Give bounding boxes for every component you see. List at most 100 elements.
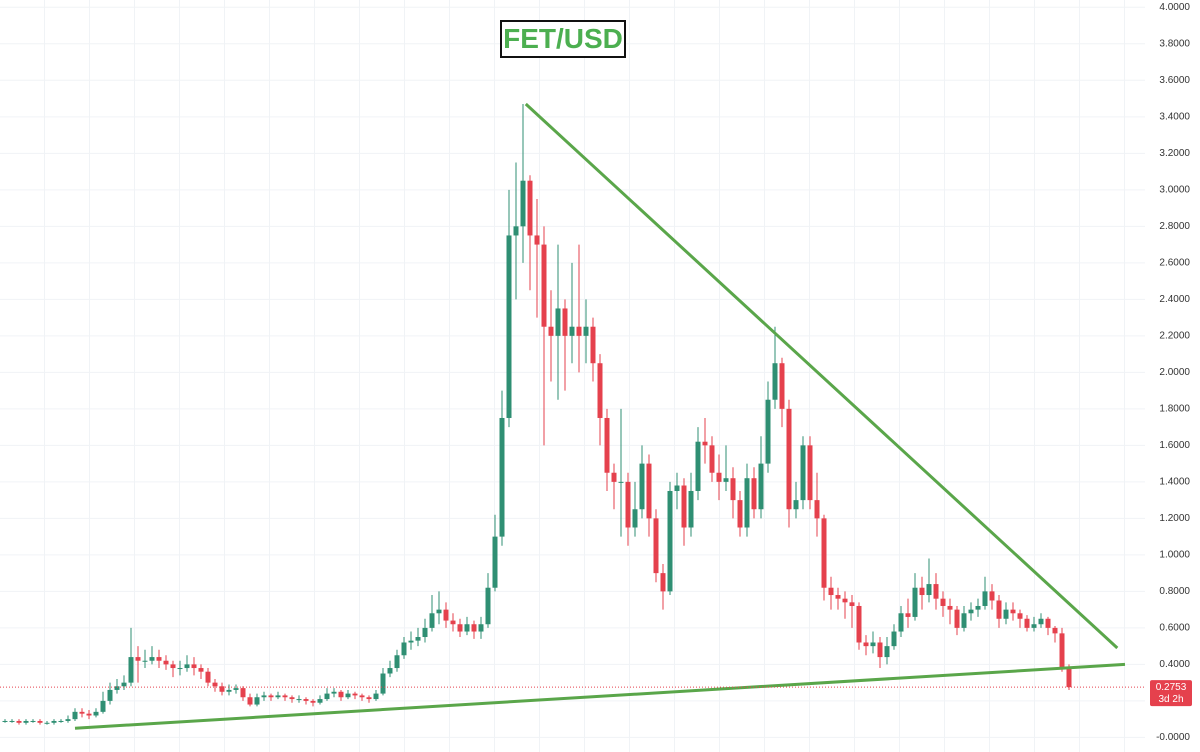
candle-body (44, 722, 50, 724)
y-tick-label: 1.4000 (1159, 477, 1190, 488)
y-tick-label: -0.0000 (1156, 732, 1190, 743)
candle-body (282, 695, 288, 698)
y-tick-label: 0.4000 (1159, 659, 1190, 670)
candle-body (233, 688, 239, 690)
candle-body (800, 445, 806, 501)
candle-body (380, 673, 386, 694)
trendline (74, 662, 1126, 730)
candle-body (240, 688, 246, 698)
y-tick-label: 4.0000 (1159, 2, 1190, 13)
candle-body (1024, 618, 1030, 628)
candle-body (212, 682, 218, 687)
y-tick-label: 1.6000 (1159, 440, 1190, 451)
candle-body (590, 326, 596, 364)
candle-body (107, 689, 113, 701)
candle-body (1059, 633, 1065, 669)
candle-body (1031, 624, 1037, 628)
candle-body (583, 326, 589, 336)
candle-body (751, 478, 757, 510)
candle-body (716, 472, 722, 482)
candle-body (268, 695, 274, 698)
candle-body (16, 720, 22, 723)
candle-body (667, 490, 673, 592)
candle-body (660, 573, 666, 592)
candle-body (730, 478, 736, 501)
candle-body (1066, 668, 1072, 688)
candle-body (464, 624, 470, 632)
candle-body (352, 693, 358, 696)
candle-body (205, 671, 211, 683)
candle-body (65, 719, 71, 721)
candle-body (835, 595, 841, 599)
candle-body (912, 587, 918, 617)
y-tick-label: 2.8000 (1159, 221, 1190, 232)
candle-body (296, 699, 302, 701)
candle-body (765, 399, 771, 464)
candle-body (982, 591, 988, 606)
candle-body (562, 308, 568, 336)
y-tick-label: 0.6000 (1159, 623, 1190, 634)
candle-body (1038, 618, 1044, 625)
y-tick-label: 3.4000 (1159, 111, 1190, 122)
candle-body (58, 720, 64, 722)
candle-body (898, 613, 904, 632)
candle-body (828, 587, 834, 596)
candle-body (275, 695, 281, 698)
candle-body (842, 598, 848, 603)
candle-body (93, 711, 99, 716)
candle-body (527, 180, 533, 236)
candle-body (723, 478, 729, 482)
candle-body (618, 481, 624, 483)
candle-body (1045, 618, 1051, 628)
candle-body (653, 518, 659, 574)
candle-body (415, 637, 421, 641)
candle-body (737, 500, 743, 528)
candle-body (156, 657, 162, 661)
candle-body (436, 609, 442, 614)
candle-body (450, 620, 456, 625)
candle-body (625, 481, 631, 528)
candle-body (163, 660, 169, 665)
y-tick-label: 2.6000 (1159, 257, 1190, 268)
candle-body (254, 697, 260, 705)
candle-body (989, 591, 995, 601)
candle-body (317, 699, 323, 703)
candle-body (597, 363, 603, 418)
y-tick-label: 3.8000 (1159, 38, 1190, 49)
candle-body (289, 697, 295, 700)
candle-body (1003, 609, 1009, 619)
candle-body (422, 627, 428, 638)
candle-body (814, 500, 820, 519)
candle-body (226, 689, 232, 692)
candle-body (429, 613, 435, 628)
candle-body (758, 463, 764, 510)
candle-body (478, 624, 484, 632)
candle-body (891, 631, 897, 647)
candle-body (359, 695, 365, 698)
candle-body (499, 417, 505, 537)
candle-body (170, 664, 176, 669)
candle-body (128, 657, 134, 683)
candle-body (884, 646, 890, 658)
candle-body (303, 699, 309, 701)
candle-body (877, 642, 883, 658)
candle-body (961, 613, 967, 628)
candle-body (1010, 609, 1016, 614)
candle-body (100, 700, 106, 712)
y-tick-label: 2.2000 (1159, 330, 1190, 341)
candle-body (996, 600, 1002, 619)
candle-body (114, 686, 120, 690)
last-price-label: 0.2753 (1156, 682, 1187, 693)
candle-body (142, 660, 148, 662)
candle-body (324, 693, 330, 700)
candle-body (310, 700, 316, 703)
trendline (524, 102, 1119, 650)
candle-body (772, 363, 778, 400)
candle-body (72, 711, 78, 720)
candle-body (1017, 613, 1023, 619)
candle-body (849, 602, 855, 606)
candle-body (639, 463, 645, 510)
candle-body (485, 587, 491, 625)
candle-body (688, 490, 694, 528)
